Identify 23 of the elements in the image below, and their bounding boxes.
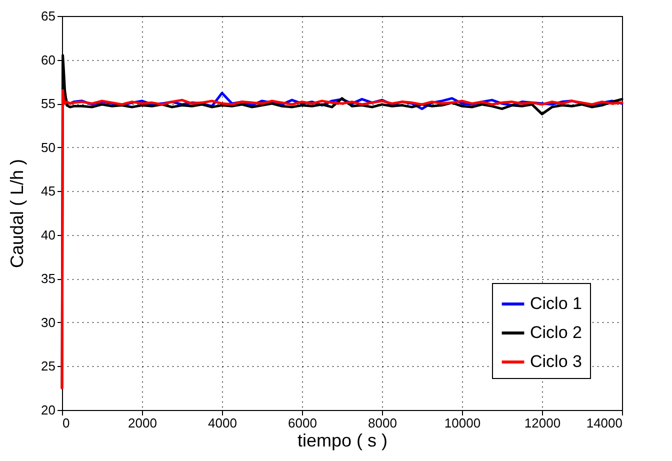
x-tick-label: 4000 <box>208 416 237 430</box>
legend-label: Ciclo 1 <box>530 294 582 313</box>
x-tick-label: 2000 <box>128 416 157 430</box>
y-tick-label: 50 <box>41 140 56 155</box>
x-tick-label: 6000 <box>288 416 317 430</box>
y-tick-label: 65 <box>41 8 56 24</box>
legend-label: Ciclo 2 <box>530 323 582 342</box>
y-tick-label: 55 <box>41 96 56 112</box>
x-tick-label: 10000 <box>444 416 481 430</box>
y-tick-label: 40 <box>41 227 56 242</box>
y-tick-label: 35 <box>41 271 56 286</box>
y-tick-label: 20 <box>41 402 56 418</box>
x-tick-label: 8000 <box>368 416 397 430</box>
x-tick-label: 0 <box>62 416 70 430</box>
y-tick-label: 60 <box>41 52 56 68</box>
x-tick-label: 14000 <box>586 416 622 430</box>
x-tick-label: 12000 <box>524 416 561 430</box>
y-axis-title: Caudal ( L/h ) <box>7 158 28 268</box>
x-axis-title: tiempo ( s ) <box>297 430 388 450</box>
y-tick-label: 30 <box>41 314 56 330</box>
y-tick-label: 25 <box>41 358 56 374</box>
y-tick-label: 45 <box>41 184 56 199</box>
legend-label: Ciclo 3 <box>530 352 582 371</box>
